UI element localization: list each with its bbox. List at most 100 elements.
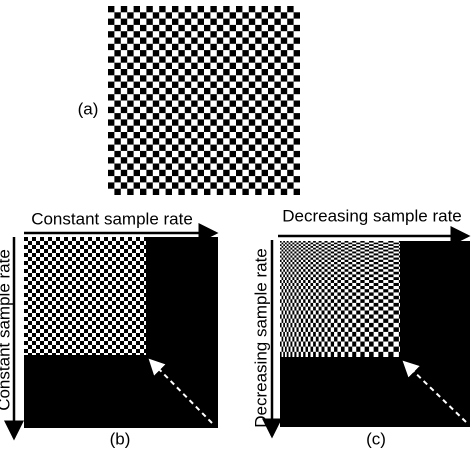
checker-cell	[283, 247, 285, 250]
checker-cell	[356, 249, 361, 252]
checker-cell	[315, 271, 319, 275]
checker-cell	[310, 310, 314, 315]
checker-cell	[324, 259, 328, 262]
checker-cell	[290, 286, 293, 290]
checker-cell	[307, 286, 311, 290]
checker-cell	[318, 274, 322, 278]
checker-cell	[296, 249, 299, 252]
checker-cell	[398, 255, 400, 258]
checker-cell	[313, 247, 316, 250]
checker-cell	[344, 269, 349, 272]
checker-cell	[369, 269, 374, 272]
checker-cell	[296, 282, 299, 287]
checker-cell	[281, 271, 284, 275]
checker-cell	[281, 242, 284, 245]
checker-cell	[393, 310, 399, 315]
checker-cell	[288, 318, 291, 323]
checker-cell	[378, 292, 384, 296]
checker-cell	[327, 249, 331, 252]
checker-cell	[284, 327, 287, 332]
checker-cell	[290, 255, 293, 258]
checker-cell	[280, 255, 282, 258]
dashed-arrow	[148, 358, 213, 424]
checker-cell	[369, 255, 374, 258]
checker-cell	[298, 264, 301, 267]
checker-cell	[373, 302, 379, 307]
checker-cell	[281, 295, 284, 300]
checker-cell	[324, 247, 328, 250]
checker-cell	[310, 249, 314, 252]
checker-cell	[330, 341, 335, 347]
checker-cell	[280, 274, 282, 278]
checker-cell	[348, 282, 353, 287]
checker-cell	[344, 331, 349, 337]
checker-cell	[313, 280, 316, 283]
checker-cell	[313, 269, 316, 272]
checker-cell	[330, 351, 335, 357]
checker-cell	[398, 280, 400, 283]
checker-cell	[284, 318, 287, 323]
checker-cell	[315, 282, 319, 287]
checker-cell	[334, 271, 338, 275]
checker-cell	[330, 286, 335, 290]
checker-cell	[294, 269, 297, 272]
checker-cell	[324, 286, 328, 290]
checker-cell	[337, 269, 341, 272]
checker-cell	[364, 257, 370, 260]
checker-cell	[310, 242, 314, 245]
checker-cell	[334, 318, 338, 323]
checker-cell	[360, 292, 365, 296]
checkerboard	[280, 241, 400, 357]
checker-cell	[378, 314, 384, 319]
checker-cell	[378, 341, 384, 347]
checker-cell	[294, 241, 297, 243]
checker-cell	[352, 314, 357, 319]
checker-cell	[398, 292, 400, 296]
checker-cell	[373, 295, 379, 300]
checker-cell	[280, 269, 282, 272]
checker-cell	[352, 306, 357, 311]
checker-cell	[340, 346, 345, 352]
checker-cell	[318, 299, 322, 303]
checker-cell	[340, 261, 345, 265]
checker-cell	[356, 253, 361, 256]
checker-cell	[398, 244, 400, 246]
checker-cell	[369, 259, 374, 262]
axis-label: Constant sample rate	[31, 209, 193, 228]
checker-cell	[303, 244, 306, 246]
checker-cell	[324, 269, 328, 272]
checker-cell	[360, 299, 365, 303]
checker-cell	[393, 318, 399, 323]
checker-cell	[337, 286, 341, 290]
checker-cell	[315, 336, 319, 342]
checker-cell	[288, 346, 291, 352]
checker-cell	[310, 282, 314, 287]
checker-cell	[398, 264, 400, 267]
checker-cell	[281, 245, 284, 248]
checker-cell	[294, 286, 297, 290]
checker-cell	[294, 244, 297, 246]
checker-cell	[373, 257, 379, 260]
checker-cell	[334, 277, 338, 281]
checker-cell	[369, 322, 374, 328]
checker-cell	[296, 277, 299, 281]
checker-cell	[364, 310, 370, 315]
checker-cell	[344, 247, 349, 250]
checker-cell	[334, 327, 338, 332]
checker-cell	[321, 253, 325, 256]
checker-cell	[286, 274, 289, 278]
checker-cell	[318, 322, 322, 328]
checker-cell	[318, 259, 322, 262]
checker-cell	[324, 274, 328, 278]
checker-cell	[296, 271, 299, 275]
checker-cell	[292, 257, 295, 260]
axis-label: Decreasing sample rate	[282, 206, 462, 225]
checker-cell	[348, 242, 353, 245]
checker-cell	[337, 241, 341, 243]
checker-cell	[327, 310, 331, 315]
checker-cell	[321, 257, 325, 260]
panel-label: (c)	[366, 429, 386, 448]
checker-cell	[393, 327, 399, 332]
checker-cell	[303, 286, 306, 290]
